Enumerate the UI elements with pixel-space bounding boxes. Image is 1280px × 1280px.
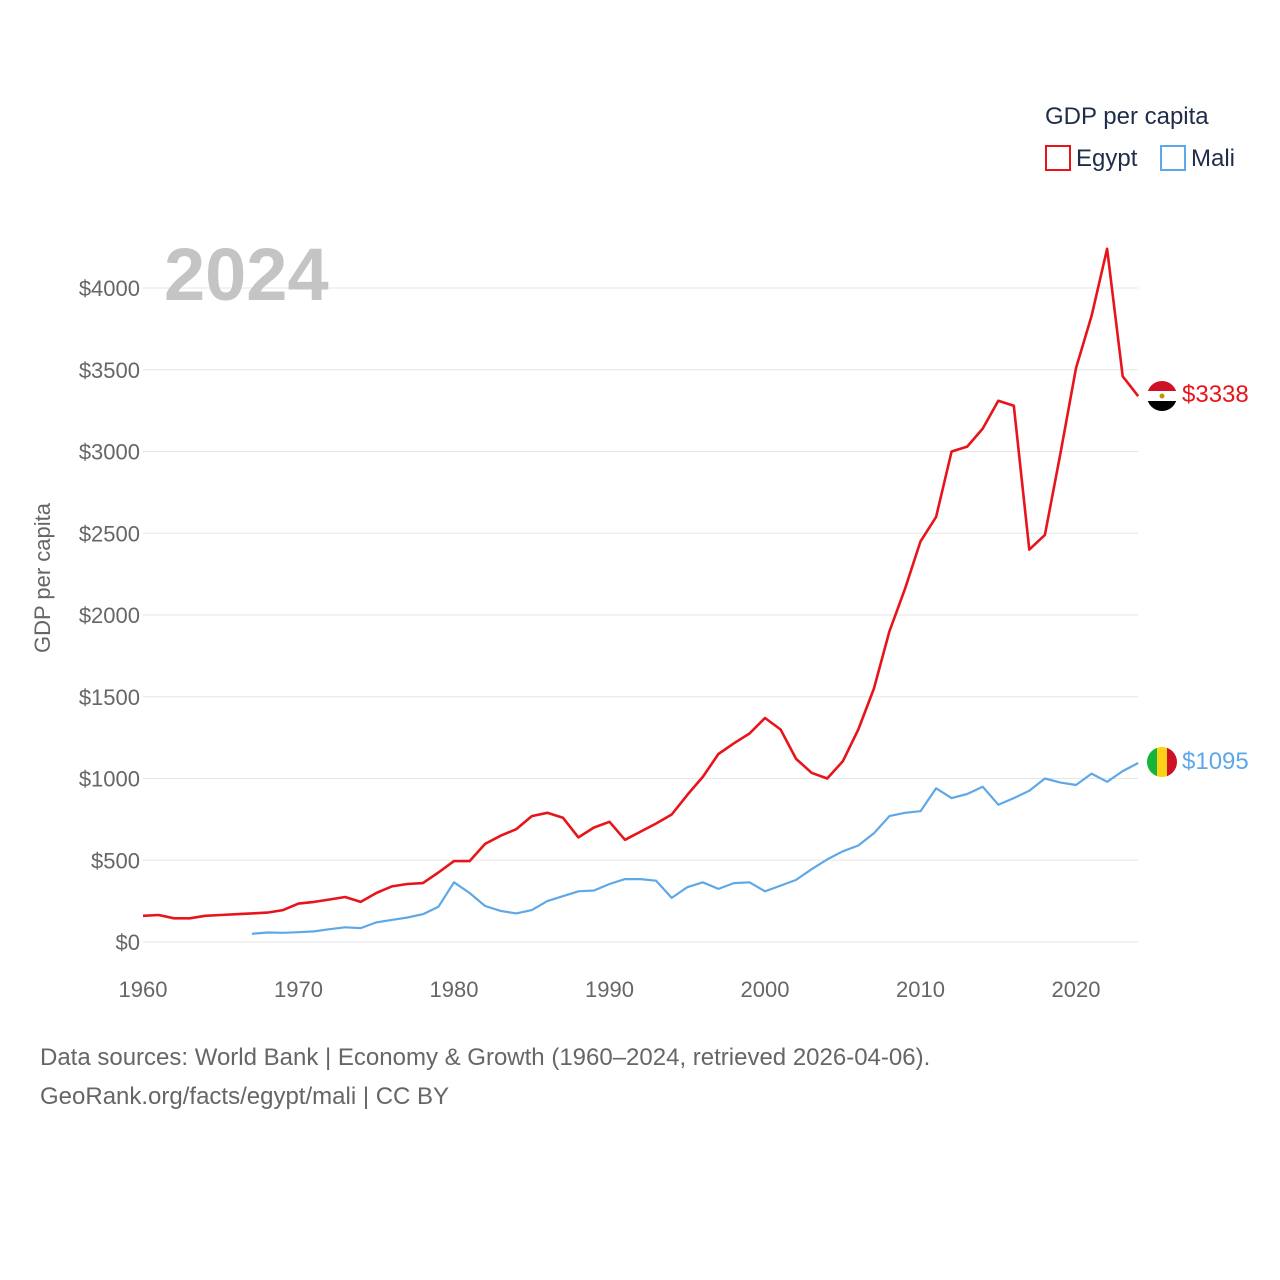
series-line-egypt[interactable] xyxy=(142,247,1140,920)
y-tick-label: $1000 xyxy=(79,767,140,792)
egypt-flag-icon xyxy=(1147,381,1177,411)
legend-swatch-egypt xyxy=(1045,145,1071,171)
legend-item-mali[interactable]: Mali xyxy=(1160,145,1235,172)
y-tick-label: $3000 xyxy=(79,440,140,465)
legend-label-egypt: Egypt xyxy=(1076,145,1138,172)
grid-lines xyxy=(143,287,1138,943)
footer-attribution[interactable]: GeoRank.org/facts/egypt/mali | CC BY xyxy=(40,1083,450,1110)
mali-flag-icon xyxy=(1147,747,1177,777)
series-line-mali[interactable] xyxy=(251,762,1139,935)
y-tick-label: $2500 xyxy=(79,521,140,546)
x-tick-label: 1960 xyxy=(119,977,168,1002)
x-tick-label: 2000 xyxy=(741,977,790,1002)
y-tick-label: $3500 xyxy=(79,358,140,383)
x-tick-label: 1990 xyxy=(585,977,634,1002)
egypt-end-value-label: $3338 xyxy=(1182,381,1249,408)
x-tick-label: 2010 xyxy=(896,977,945,1002)
x-axis-ticks: 1960 1970 1980 1990 2000 2010 2020 xyxy=(119,977,1101,1002)
year-watermark: 2024 xyxy=(164,233,329,316)
mali-end-value-label: $1095 xyxy=(1182,748,1249,775)
x-tick-label: 1970 xyxy=(274,977,323,1002)
y-tick-label: $0 xyxy=(116,930,140,955)
x-tick-label: 1980 xyxy=(430,977,479,1002)
y-axis-label: GDP per capita xyxy=(30,502,55,653)
legend: GDP per capita Egypt Mali xyxy=(1045,103,1235,172)
series-layer xyxy=(142,247,1140,935)
y-tick-label: $4000 xyxy=(79,276,140,301)
legend-title: GDP per capita xyxy=(1045,103,1209,130)
footer-sources: Data sources: World Bank | Economy & Gro… xyxy=(40,1044,931,1071)
y-tick-label: $2000 xyxy=(79,603,140,628)
x-tick-label: 2020 xyxy=(1052,977,1101,1002)
legend-label-mali: Mali xyxy=(1191,145,1235,172)
y-tick-label: $500 xyxy=(91,848,140,873)
y-axis-ticks: $0 $500 $1000 $1500 $2000 $2500 $3000 $3500 $400… xyxy=(79,276,140,955)
y-tick-label: $1500 xyxy=(79,685,140,710)
legend-swatch-mali xyxy=(1160,145,1186,171)
legend-item-egypt[interactable]: Egypt xyxy=(1045,145,1138,172)
